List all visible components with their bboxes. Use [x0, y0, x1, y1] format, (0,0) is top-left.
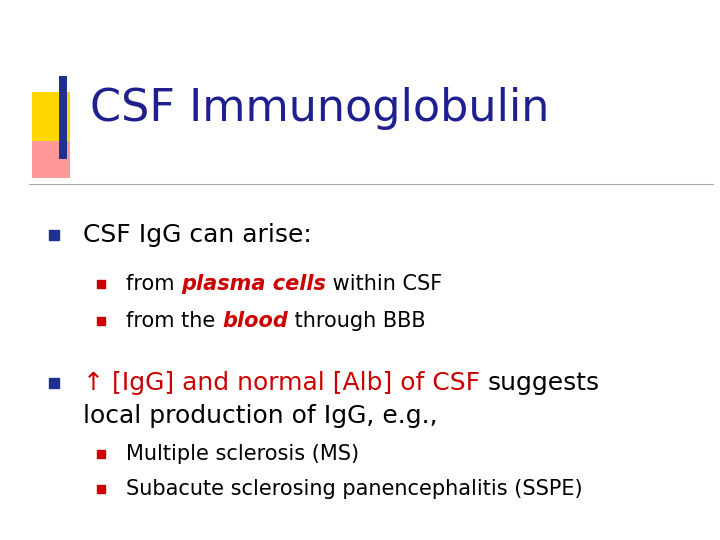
Text: through BBB: through BBB	[288, 311, 426, 332]
Text: CSF IgG can arise:: CSF IgG can arise:	[83, 223, 312, 247]
Text: blood: blood	[222, 311, 288, 332]
Text: Multiple sclerosis (MS): Multiple sclerosis (MS)	[126, 443, 359, 464]
Text: local production of IgG, e.g.,: local production of IgG, e.g.,	[83, 404, 438, 428]
Bar	[59, 76, 67, 159]
Text: within CSF: within CSF	[326, 273, 442, 294]
Text: from: from	[126, 273, 181, 294]
Bar	[32, 92, 70, 143]
Text: ↑ [IgG] and normal [Alb] of CSF: ↑ [IgG] and normal [Alb] of CSF	[83, 372, 488, 395]
Text: suggests: suggests	[488, 372, 600, 395]
Text: plasma cells: plasma cells	[181, 273, 326, 294]
Bar	[32, 141, 70, 178]
Text: CSF Immunoglobulin: CSF Immunoglobulin	[90, 86, 549, 130]
Text: from the: from the	[126, 311, 222, 332]
Text: Subacute sclerosing panencephalitis (SSPE): Subacute sclerosing panencephalitis (SSP…	[126, 478, 582, 499]
